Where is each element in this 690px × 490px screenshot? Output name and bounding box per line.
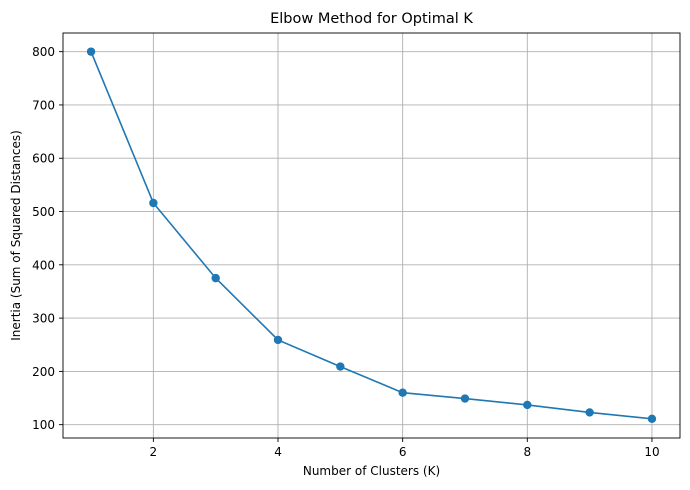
y-tick-label: 500 bbox=[32, 205, 55, 219]
data-point bbox=[149, 198, 158, 208]
data-point bbox=[398, 388, 407, 397]
data-point bbox=[523, 400, 532, 410]
y-tick-label: 100 bbox=[32, 418, 55, 432]
grid-lines bbox=[63, 33, 680, 438]
plot-frame bbox=[62, 32, 681, 439]
chart-title: Elbow Method for Optimal K bbox=[270, 11, 473, 27]
y-tick-label: 600 bbox=[32, 152, 55, 166]
x-tick-label: 2 bbox=[150, 445, 158, 459]
x-tick-label: 6 bbox=[399, 445, 407, 459]
y-axis: 100 200 300 400 500 600 700 800 bbox=[32, 45, 63, 432]
x-tick-label: 8 bbox=[523, 445, 531, 459]
y-tick-label: 700 bbox=[32, 98, 55, 112]
x-tick-label: 10 bbox=[644, 445, 659, 459]
data-point bbox=[336, 362, 345, 371]
series-line bbox=[90, 51, 653, 420]
y-tick-label: 400 bbox=[32, 258, 55, 272]
data-point bbox=[647, 414, 657, 424]
data-point bbox=[211, 273, 220, 283]
y-tick-label: 800 bbox=[32, 45, 55, 59]
data-point bbox=[460, 394, 470, 403]
y-axis-label: Inertia (Sum of Squared Distances) bbox=[9, 130, 23, 341]
x-axis: 2 4 6 8 10 bbox=[150, 438, 660, 459]
x-tick-label: 4 bbox=[274, 445, 282, 459]
y-tick-label: 300 bbox=[32, 312, 55, 326]
x-axis-label: Number of Clusters (K) bbox=[303, 464, 440, 478]
data-point bbox=[585, 408, 594, 417]
data-point bbox=[273, 335, 283, 345]
y-tick-label: 200 bbox=[32, 365, 55, 379]
series-layer bbox=[86, 47, 657, 424]
data-point bbox=[86, 47, 96, 56]
